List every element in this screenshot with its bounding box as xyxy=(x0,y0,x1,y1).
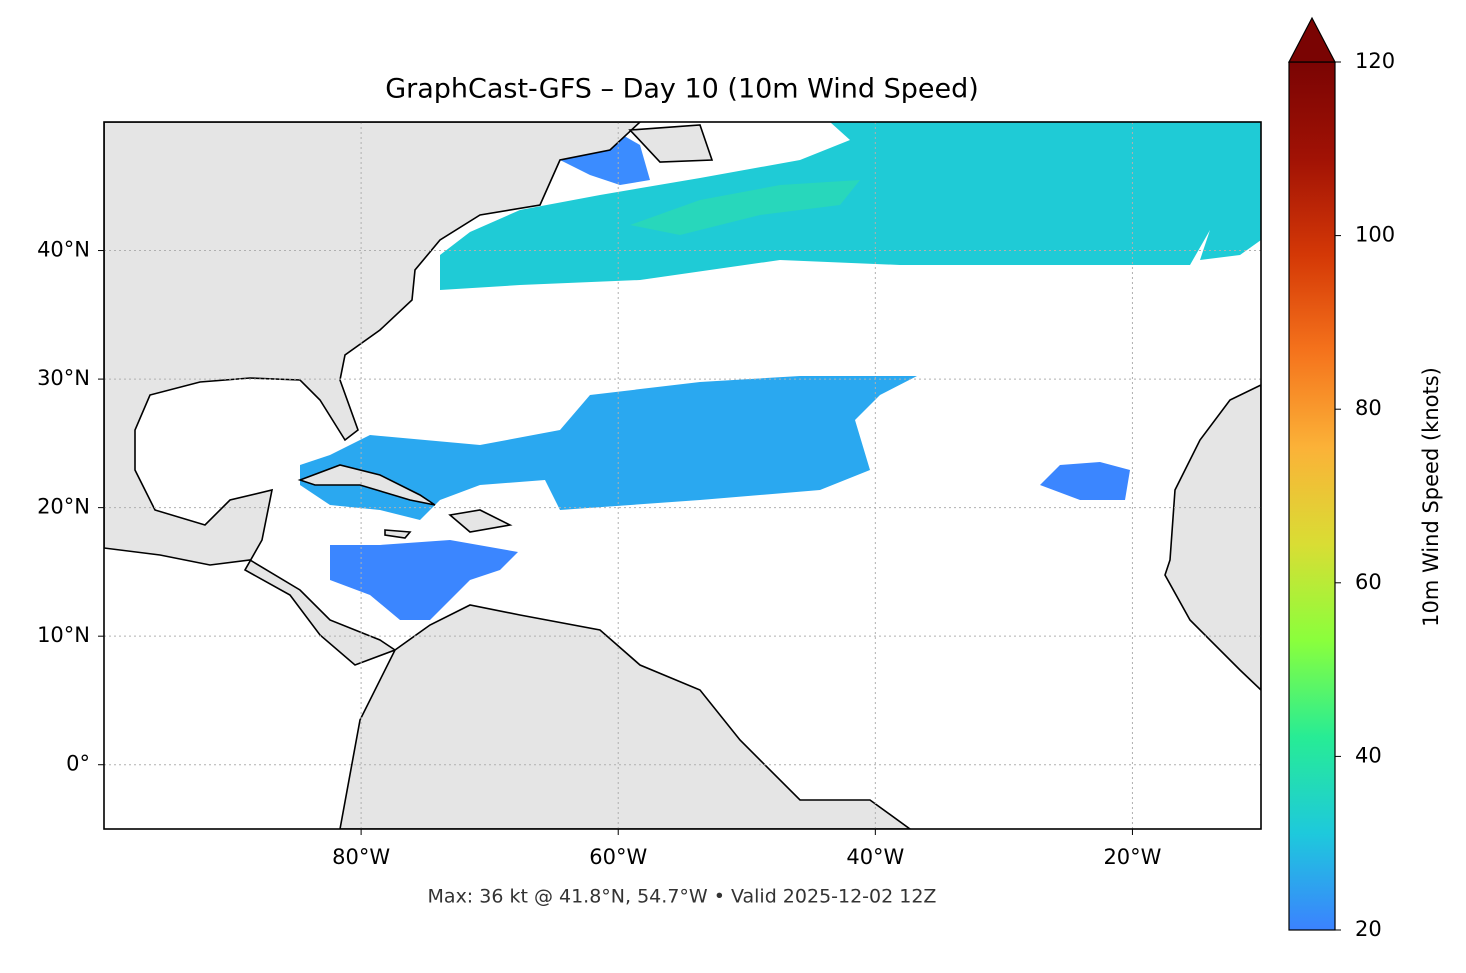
colorbar xyxy=(1288,61,1336,931)
colorbar-tick-label: 60 xyxy=(1355,570,1382,594)
wind-area xyxy=(330,540,518,620)
colorbar-label: 10m Wind Speed (knots) xyxy=(1419,367,1443,627)
y-tick-label: 10°N xyxy=(37,623,90,647)
annotation: Max: 36 kt @ 41.8°N, 54.7°W • Valid 2025… xyxy=(428,886,937,908)
y-tick-label: 0° xyxy=(66,752,90,776)
cuba xyxy=(297,464,436,506)
africa xyxy=(1164,384,1261,692)
wind-area xyxy=(630,180,860,235)
colorbar-extend xyxy=(1288,16,1336,63)
south-america xyxy=(339,604,912,829)
north-america xyxy=(104,122,642,666)
colorbar-tick-label: 100 xyxy=(1355,223,1395,247)
x-tick-label: 20°W xyxy=(1103,845,1161,869)
y-tick-label: 30°N xyxy=(37,366,90,390)
colorbar-tick-label: 120 xyxy=(1355,49,1395,73)
map xyxy=(104,122,1261,829)
x-tick-label: 60°W xyxy=(589,845,647,869)
wind-field xyxy=(300,122,1261,620)
jamaica xyxy=(384,529,412,539)
hispaniola xyxy=(448,509,513,533)
wind-area xyxy=(300,376,917,520)
wind-area xyxy=(440,122,1261,290)
land xyxy=(104,122,1261,829)
colorbar-tick-label: 20 xyxy=(1355,917,1382,941)
x-tick-label: 80°W xyxy=(332,845,390,869)
colorbar-tick-label: 40 xyxy=(1355,743,1382,767)
newfoundland xyxy=(628,124,714,163)
y-tick-label: 20°N xyxy=(37,495,90,519)
map-frame xyxy=(103,121,1262,830)
x-tick-label: 40°W xyxy=(846,845,904,869)
colorbar-tick-label: 80 xyxy=(1355,396,1382,420)
wind-area xyxy=(1040,462,1130,500)
chart-title: GraphCast-GFS – Day 10 (10m Wind Speed) xyxy=(385,74,979,105)
y-tick-label: 40°N xyxy=(37,238,90,262)
